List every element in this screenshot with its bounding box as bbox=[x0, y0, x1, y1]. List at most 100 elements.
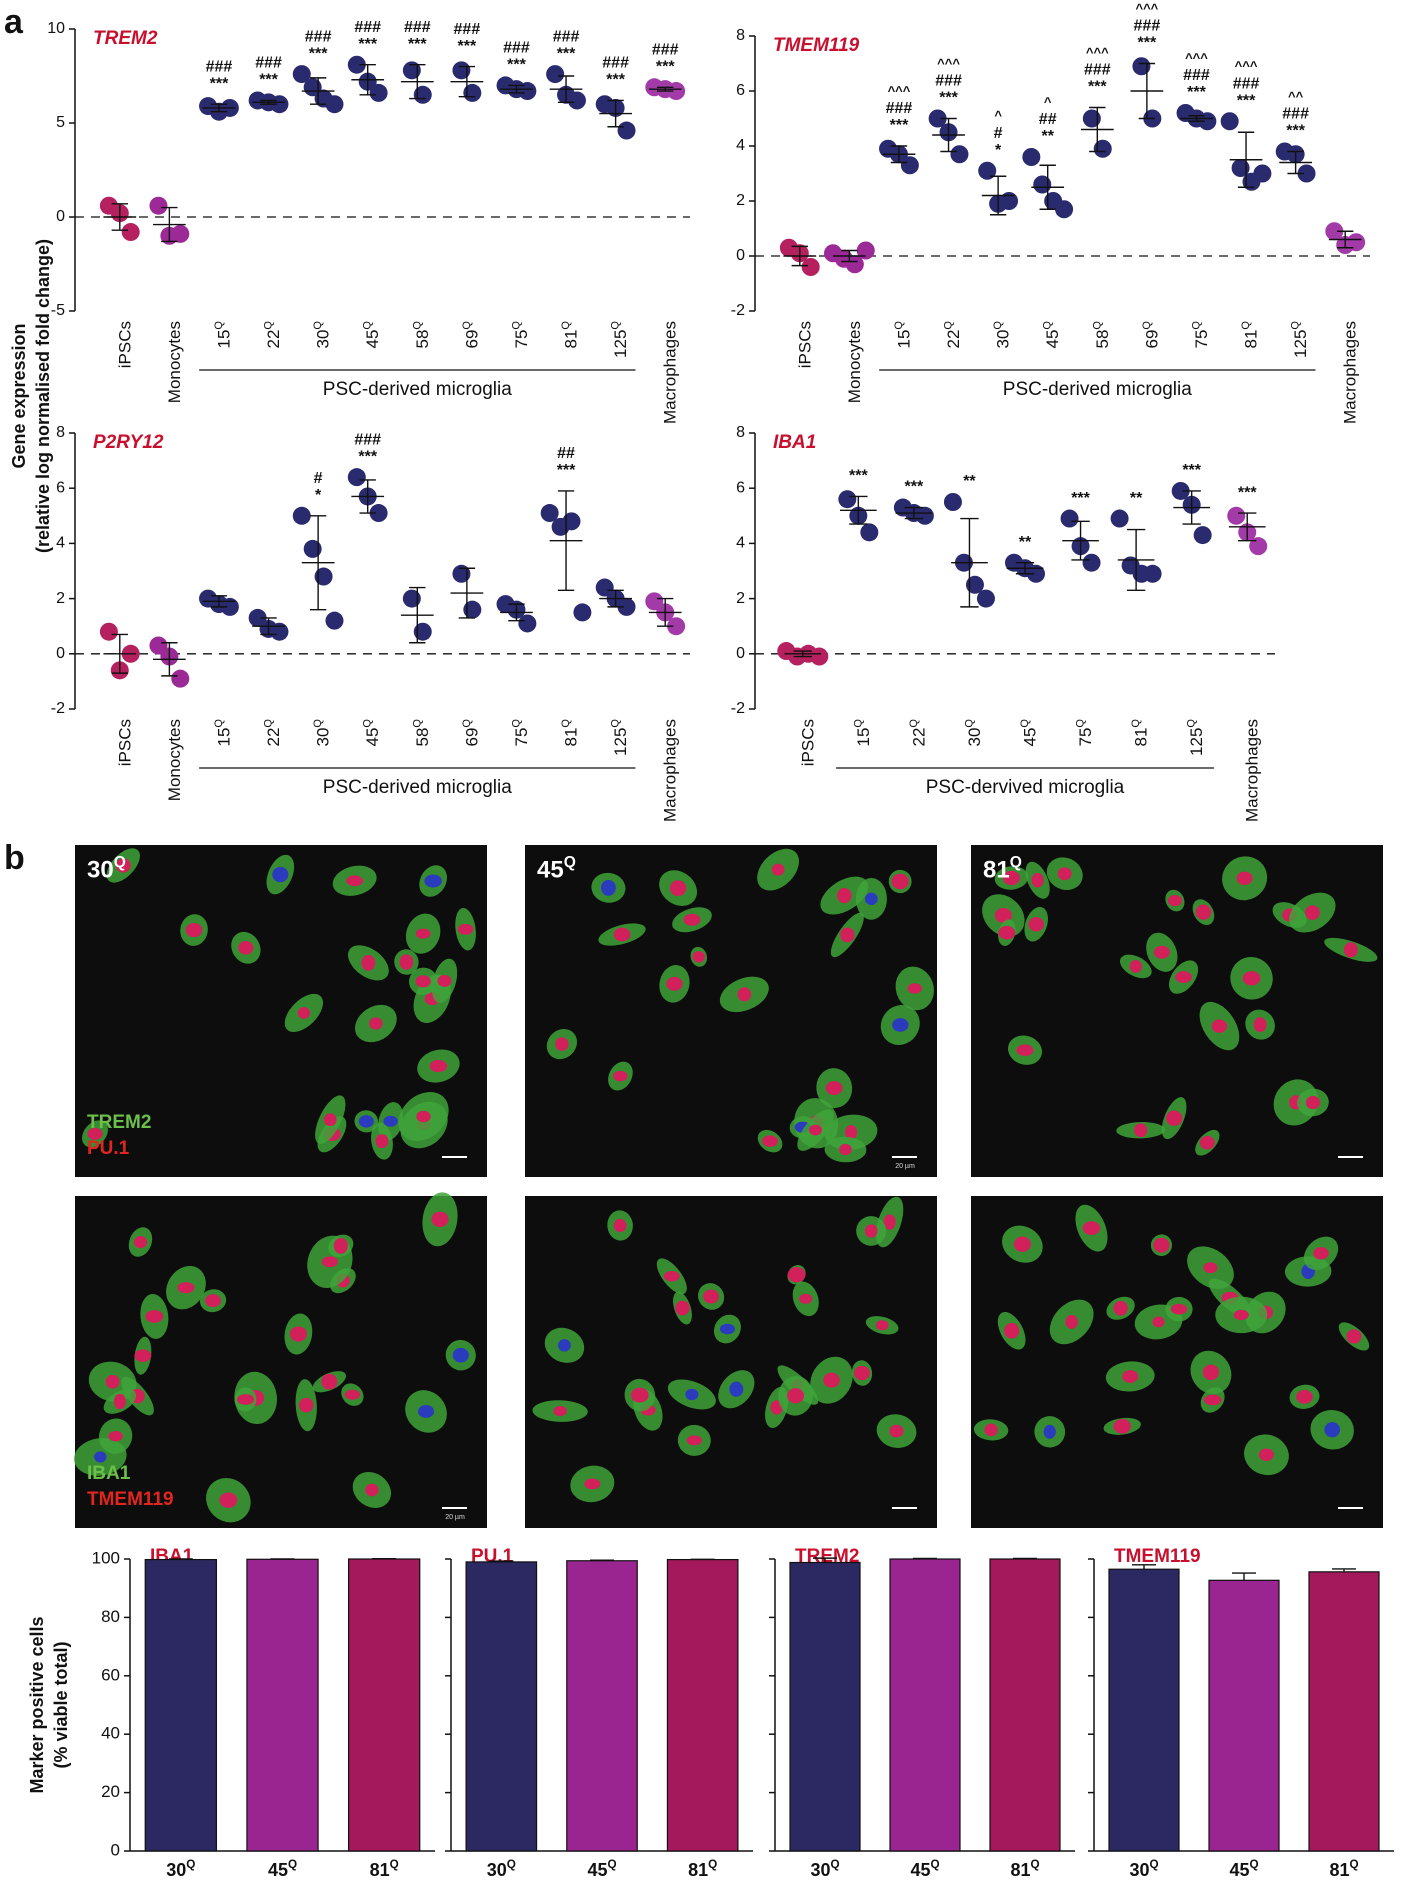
nucleus bbox=[298, 1397, 314, 1413]
data-point bbox=[303, 78, 322, 97]
data-point bbox=[347, 468, 366, 487]
error-bar bbox=[793, 650, 812, 658]
nucleus bbox=[703, 1289, 720, 1304]
data-point bbox=[965, 575, 984, 594]
nucleus bbox=[415, 928, 431, 939]
data-point bbox=[1227, 506, 1246, 525]
error-bar bbox=[557, 75, 575, 104]
x-tick-label: 45Q bbox=[268, 1858, 297, 1880]
significance-label: *** bbox=[606, 72, 625, 89]
x-tick-label: 125Q bbox=[1186, 719, 1207, 756]
error-bar bbox=[791, 245, 808, 267]
bar bbox=[347, 1558, 421, 1852]
nucleus bbox=[418, 1405, 435, 1418]
error-bar bbox=[1232, 1572, 1256, 1581]
significance-label: ** bbox=[1130, 490, 1143, 507]
data-point bbox=[928, 109, 947, 128]
nucleus bbox=[115, 858, 131, 873]
y-tick-label: 100 bbox=[92, 1548, 120, 1567]
x-tick-label: Macrophages bbox=[661, 321, 680, 424]
nucleus bbox=[437, 974, 452, 987]
x-tick-label: iPSCs bbox=[115, 719, 134, 766]
nucleus bbox=[1313, 1247, 1329, 1260]
bar bbox=[144, 1558, 218, 1852]
nucleus bbox=[431, 1211, 449, 1228]
group-label: PSC-derived microglia bbox=[323, 379, 512, 400]
x-tick-label: 69Q bbox=[1141, 321, 1162, 349]
data-point bbox=[1110, 509, 1129, 528]
error-bar bbox=[260, 99, 277, 105]
nucleus bbox=[837, 887, 852, 904]
significance-label: # bbox=[314, 470, 323, 487]
y-axis-label: (relative log normalised fold change) bbox=[33, 239, 53, 553]
data-point bbox=[978, 161, 997, 180]
nucleus bbox=[369, 1017, 383, 1030]
significance-label: *** bbox=[849, 468, 868, 485]
data-point bbox=[171, 669, 190, 688]
nucleus bbox=[457, 923, 474, 935]
nucleus bbox=[346, 875, 364, 887]
nucleus bbox=[1057, 867, 1072, 881]
data-point bbox=[1082, 553, 1101, 572]
data-point bbox=[617, 121, 636, 140]
nucleus bbox=[630, 1387, 649, 1403]
error-bar bbox=[1089, 106, 1106, 153]
data-point bbox=[325, 95, 344, 114]
x-tick-label: Macrophages bbox=[661, 719, 680, 822]
nucleus bbox=[134, 1349, 152, 1363]
error-bar bbox=[960, 517, 979, 608]
x-tick-label: 75Q bbox=[1190, 321, 1211, 349]
significance-label: *** bbox=[557, 462, 576, 479]
significance-label: # bbox=[994, 125, 1003, 142]
data-point bbox=[1253, 164, 1272, 183]
y-tick-label: 6 bbox=[56, 479, 65, 496]
significance-label: *** bbox=[890, 117, 909, 134]
x-tick-label: 30Q bbox=[963, 719, 984, 747]
x-tick-label: 45Q bbox=[362, 719, 383, 747]
data-point bbox=[1033, 175, 1052, 194]
error-bar bbox=[210, 595, 228, 608]
nucleus bbox=[333, 1237, 348, 1254]
nucleus bbox=[344, 1389, 361, 1400]
nucleus bbox=[1153, 945, 1170, 959]
data-point bbox=[1171, 481, 1190, 500]
y-tick-label: 5 bbox=[56, 114, 65, 131]
nucleus bbox=[839, 1143, 852, 1156]
significance-label: *** bbox=[259, 72, 278, 89]
error-bar bbox=[489, 1560, 514, 1562]
scale-bar-label: 20 µm bbox=[445, 1514, 465, 1521]
significance-label: *** bbox=[507, 57, 526, 74]
error-bar bbox=[1015, 562, 1035, 575]
nucleus bbox=[771, 863, 785, 876]
significance-label: ^^^ bbox=[888, 83, 911, 98]
data-point bbox=[856, 241, 875, 260]
y-tick-label: -5 bbox=[51, 302, 65, 319]
x-tick-label: iPSCs bbox=[795, 321, 814, 368]
chart-title: IBA1 bbox=[773, 432, 816, 453]
significance-label: *** bbox=[210, 75, 229, 92]
error-bar bbox=[458, 65, 476, 98]
nucleus bbox=[87, 1127, 103, 1140]
nucleus bbox=[1296, 1389, 1313, 1404]
error-bar bbox=[557, 490, 575, 592]
nucleus bbox=[663, 1271, 680, 1282]
x-tick-label: 22Q bbox=[942, 321, 963, 349]
data-point bbox=[595, 578, 614, 597]
error-bar bbox=[1126, 528, 1146, 592]
bar bbox=[1208, 1579, 1280, 1852]
y-tick-label: -2 bbox=[731, 302, 745, 319]
data-point bbox=[121, 223, 140, 242]
x-tick-label: 45Q bbox=[1042, 321, 1063, 349]
significance-label: *** bbox=[656, 58, 675, 75]
x-tick-label: 81Q bbox=[1010, 1858, 1039, 1880]
significance-label: *** bbox=[1071, 490, 1090, 507]
y-tick-label: 4 bbox=[736, 535, 745, 552]
x-tick-label: 30Q bbox=[312, 321, 333, 349]
data-point bbox=[149, 196, 168, 215]
x-tick-label: 45Q bbox=[1229, 1858, 1258, 1880]
nucleus bbox=[907, 983, 923, 994]
error-bar bbox=[409, 586, 426, 644]
error-bar bbox=[210, 103, 228, 113]
significance-label: *** bbox=[1182, 462, 1201, 479]
significance-label: ** bbox=[1019, 534, 1032, 551]
